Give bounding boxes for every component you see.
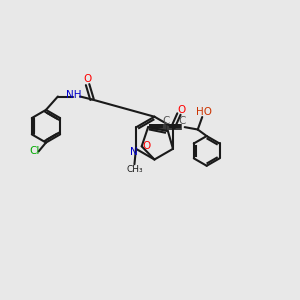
Text: N: N bbox=[130, 147, 137, 157]
Text: HO: HO bbox=[196, 107, 212, 117]
Text: O: O bbox=[142, 141, 150, 151]
Text: O: O bbox=[83, 74, 92, 84]
Text: NH: NH bbox=[67, 90, 82, 100]
Text: Cl: Cl bbox=[30, 146, 40, 157]
Text: C: C bbox=[162, 116, 169, 126]
Text: C: C bbox=[178, 116, 186, 126]
Text: O: O bbox=[177, 105, 185, 115]
Text: CH₃: CH₃ bbox=[126, 165, 143, 174]
